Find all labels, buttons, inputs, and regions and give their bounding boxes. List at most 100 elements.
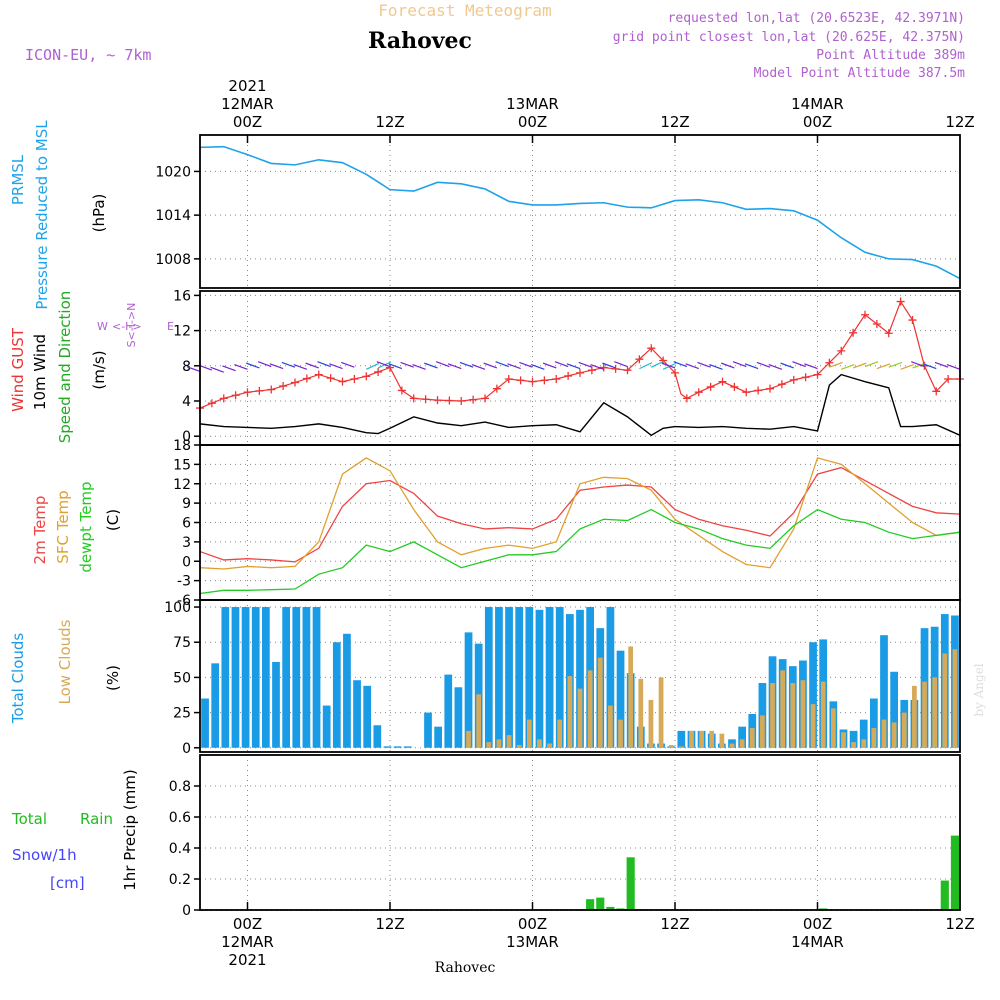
time-tick-label: 12Z [375,915,404,933]
total-cloud-bar [353,680,361,748]
total-cloud-bar [424,712,432,748]
low-cloud-bar [567,676,573,748]
total-cloud-bar [545,607,554,748]
y-tick-label: 4 [182,394,191,410]
gust-marker [611,364,620,373]
wind-direction-arrow [447,363,462,370]
temp2m-line [199,466,961,563]
wind-direction-arrow [934,361,949,368]
gust-marker [587,366,596,375]
gust-marker [457,397,466,405]
wind-direction-arrow [257,361,272,368]
gust-marker [754,386,763,395]
time-tick-label: 00Z [803,915,832,933]
precip-title: 1hr Precip (mm) [121,769,139,890]
total-cloud-bar [738,726,746,748]
wind-direction-arrow [293,363,308,370]
gust-marker [231,391,240,400]
gust-marker [302,374,311,383]
wind-direction-arrow [424,362,438,369]
gust-marker [706,382,715,391]
low-cloud-bar [628,646,634,748]
wind-direction-arrow [864,361,879,368]
location-title: Rahovec [368,28,472,54]
low-cloud-bar [587,670,593,748]
low-cloud-bar [800,680,806,748]
rain-bar [586,899,595,910]
wind-direction-arrow [900,363,914,370]
low-cloud-bar [557,719,563,748]
date-label: 14MAR [791,95,844,113]
y-tick-label: 1014 [155,208,191,224]
wind10m-line [199,373,961,437]
wind-direction-arrow [566,363,581,370]
wind10m-label: 10m Wind [31,334,49,410]
wind-direction-arrow [507,363,521,370]
low-cloud-bar [770,683,775,748]
snow-label: Snow/1h [12,846,77,864]
date-label: 14MAR [791,933,844,951]
time-tick-label: 12Z [945,113,974,131]
wind-direction-arrow [829,361,843,368]
total-cloud-bar [495,607,503,748]
total-cloud-bar [241,607,250,748]
total-cloud-bar [332,642,341,748]
wind-direction-arrow [721,362,735,369]
wind-direction-arrow [554,361,569,368]
gust-marker [777,380,786,389]
gust-marker [944,375,953,383]
low-cloud-bar [618,719,623,748]
wind-direction-arrow [922,363,937,370]
wind-direction-arrow [578,361,593,368]
gust-marker [932,387,941,396]
gust-marker [766,384,774,393]
wind-direction-arrow [317,361,331,368]
low-cloud-bar [668,744,674,748]
gust-marker [374,367,383,376]
total-cloud-bar [859,719,868,748]
low-cloud-bar [689,730,694,748]
time-tick-label: 00Z [233,113,262,131]
low-cloud-bar [871,728,877,748]
y-tick-label: 3 [182,535,191,551]
y-tick-label: 1020 [155,164,191,180]
wind-direction-arrow [495,361,509,368]
sfc-temp-line [199,457,961,570]
model-altitude: Model Point Altitude 387.5m [754,66,965,81]
pressure-label-2: Pressure Reduced to MSL [33,120,51,310]
low-cloud-bar [699,730,704,748]
point-altitude: Point Altitude 389m [816,48,965,63]
year-label: 2021 [228,77,266,95]
clouds-unit: (%) [104,665,122,691]
low-cloud-bar [547,743,552,748]
low-cloud-bar [577,688,583,748]
gust-marker [635,355,644,364]
gust-label: Wind GUST [9,327,27,412]
wind-direction-arrow [852,362,867,369]
gust-marker [801,373,810,382]
rain-label-a: Total [11,810,47,828]
gust-marker [267,385,276,394]
gust-marker [647,344,656,353]
sfc-temp-label: SFC Temp [54,490,72,563]
wind-direction-arrow [697,361,711,368]
y-tick-label: 0 [182,741,191,757]
low-cloud-bar [608,705,613,748]
total-cloud-bar [262,607,270,748]
gust-marker [421,395,430,404]
low-cloud-bar [486,742,492,748]
gust-marker [469,395,478,404]
wind-direction-arrow [639,362,653,370]
low-cloud-bar [820,681,826,748]
low-cloud-bar [729,743,735,748]
total-cloud-bar [251,607,260,748]
gust-line [199,300,960,409]
time-tick-label: 00Z [233,915,262,933]
low-cloud-bar [780,670,786,748]
wind-direction-arrow [876,363,891,370]
low-cloud-bar [952,649,958,748]
model-name: ICON-EU, ~ 7km [25,46,151,64]
wind-direction-arrow [709,363,723,370]
low-cloud-bar [739,739,745,748]
low-cloud-bar [841,732,846,748]
